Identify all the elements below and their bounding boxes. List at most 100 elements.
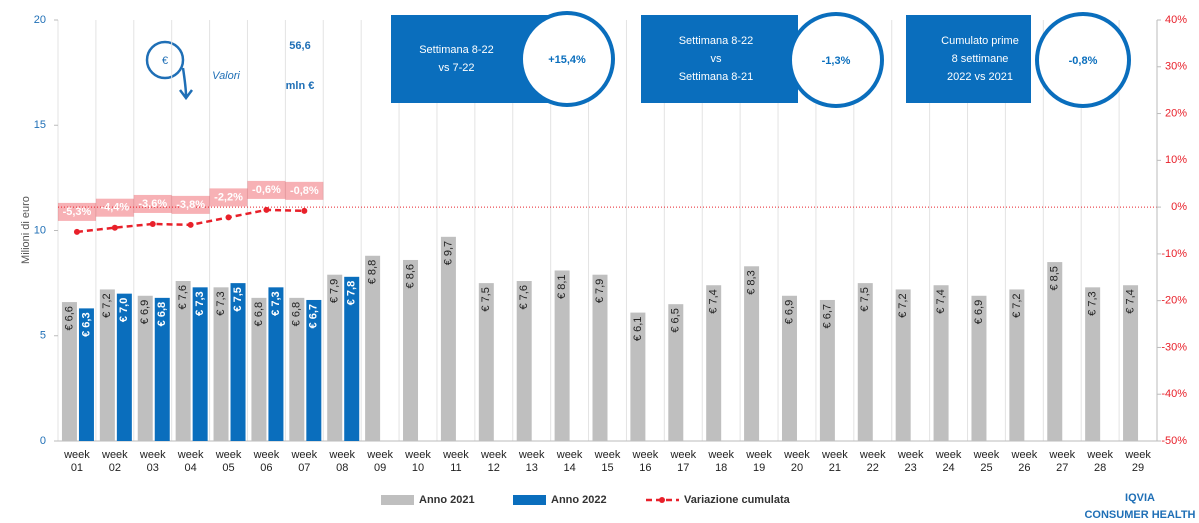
y2-tick-label: -40% — [1161, 388, 1187, 400]
x-tick-label: week 20 — [784, 449, 810, 474]
bar — [1047, 262, 1063, 441]
value-label: € 6,8 — [291, 302, 303, 326]
bar — [192, 287, 208, 441]
bar — [78, 308, 94, 441]
line-label: -5,3% — [63, 206, 92, 218]
value-label: € 7,5 — [859, 287, 871, 311]
bar — [289, 297, 305, 441]
x-tick-label: week 13 — [518, 449, 545, 474]
line-label: -3,6% — [138, 198, 167, 210]
svg-text:€: € — [162, 55, 168, 67]
x-tick-label: week 04 — [177, 449, 204, 474]
bar — [1085, 287, 1101, 441]
y2-tick-label: -30% — [1161, 341, 1187, 353]
value-label: € 8,3 — [745, 270, 757, 294]
panel-circle — [788, 12, 884, 108]
bar — [706, 285, 722, 441]
value-label: € 6,9 — [973, 300, 985, 324]
value-label: € 7,5 — [232, 287, 244, 311]
header-value: 56,6 — [289, 40, 310, 52]
euro-icon: € — [145, 40, 193, 101]
panel-value: -1,3% — [822, 55, 851, 67]
panel-text: Settimana 8-21 — [679, 71, 754, 83]
bar — [137, 295, 153, 441]
bar — [819, 299, 835, 441]
x-tick-label: week 10 — [405, 449, 431, 474]
line-label: -0,8% — [290, 185, 319, 197]
x-tick-label: week 14 — [556, 449, 583, 474]
y-tick-label: 10 — [34, 224, 46, 236]
panel-text: Cumulato prime — [941, 35, 1019, 47]
x-tick-label: week 16 — [632, 449, 659, 474]
variation-point — [111, 224, 118, 231]
x-tick-label: week 03 — [139, 449, 166, 474]
label-box — [95, 198, 134, 217]
bar — [592, 274, 608, 441]
legend-label: Variazione cumulata — [684, 494, 791, 506]
label-box — [285, 181, 324, 200]
value-label: € 6,3 — [80, 312, 92, 336]
value-label: € 7,4 — [935, 289, 947, 313]
value-label: € 7,4 — [708, 289, 720, 313]
bar — [971, 295, 987, 441]
value-label: € 7,2 — [1011, 293, 1023, 317]
bar — [895, 289, 911, 441]
value-label: € 6,9 — [139, 300, 151, 324]
value-label: € 6,8 — [253, 302, 265, 326]
x-tick-label: week 08 — [329, 449, 356, 474]
value-label: € 6,5 — [670, 308, 682, 332]
bar — [516, 281, 532, 441]
x-tick-label: week 06 — [253, 449, 280, 474]
bar — [1009, 289, 1025, 441]
line-label: -3,8% — [176, 199, 205, 211]
panel-text: 8 settimane — [952, 53, 1009, 65]
bar — [99, 289, 115, 441]
bar — [61, 302, 77, 441]
bar — [251, 297, 267, 441]
bar — [403, 259, 419, 441]
value-label: € 7,9 — [329, 279, 341, 303]
bar — [230, 283, 246, 441]
x-tick-label: week 19 — [746, 449, 772, 474]
variation-point — [225, 214, 232, 221]
x-tick-label: week 21 — [822, 449, 848, 474]
value-label: € 7,4 — [1124, 289, 1136, 313]
legend-swatch — [659, 497, 665, 503]
line-label: -0,6% — [252, 184, 281, 196]
bar — [554, 270, 570, 441]
value-label: € 7,8 — [346, 281, 358, 305]
panel-text: Settimana 8-22 — [419, 44, 494, 56]
variation-point — [149, 220, 156, 227]
value-label: € 7,2 — [897, 293, 909, 317]
y2-tick-label: 10% — [1165, 154, 1187, 166]
bar — [781, 295, 797, 441]
bar — [630, 312, 646, 441]
panel-value: -0,8% — [1069, 55, 1098, 67]
x-tick-label: week 29 — [1125, 449, 1151, 474]
bar — [327, 274, 343, 441]
y2-tick-label: 0% — [1171, 201, 1187, 213]
x-tick-label: week 24 — [935, 449, 962, 474]
value-label: € 8,1 — [556, 274, 568, 298]
panel-text: vs — [711, 53, 723, 65]
value-label: € 7,5 — [480, 287, 492, 311]
bar — [440, 236, 456, 441]
panel-text: vs 7-22 — [438, 62, 474, 74]
value-label: € 7,2 — [101, 293, 113, 317]
legend-label: Anno 2021 — [419, 494, 475, 506]
header-unit: mln € — [286, 80, 315, 92]
value-label: € 6,1 — [632, 317, 644, 341]
label-box — [247, 180, 286, 199]
bar — [175, 281, 191, 441]
bar — [478, 283, 494, 441]
variation-point — [301, 207, 308, 214]
x-tick-label: week 02 — [102, 449, 128, 474]
value-label: € 7,6 — [177, 285, 189, 309]
y-tick-label: 5 — [40, 330, 46, 342]
x-tick-label: week 17 — [670, 449, 697, 474]
value-label: € 7,3 — [194, 291, 206, 315]
x-tick-label: week 25 — [973, 449, 1000, 474]
x-tick-label: week 05 — [215, 449, 242, 474]
value-label: € 6,9 — [783, 300, 795, 324]
